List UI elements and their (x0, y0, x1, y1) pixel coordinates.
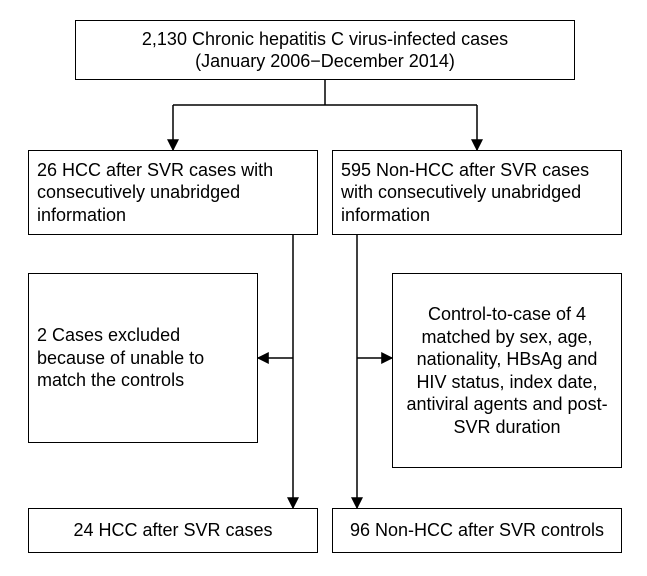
node-right2-label: Control-to-case of 4 matched by sex, age… (401, 303, 613, 438)
node-right2: Control-to-case of 4 matched by sex, age… (392, 273, 622, 468)
node-left3: 24 HCC after SVR cases (28, 508, 318, 553)
node-left1: 26 HCC after SVR cases with consecutivel… (28, 150, 318, 235)
node-left2: 2 Cases excluded because of unable to ma… (28, 273, 258, 443)
node-right1: 595 Non-HCC after SVR cases with consecu… (332, 150, 622, 235)
node-left2-label: 2 Cases excluded because of unable to ma… (37, 324, 249, 392)
node-left1-label: 26 HCC after SVR cases with consecutivel… (37, 159, 309, 227)
node-right3: 96 Non-HCC after SVR controls (332, 508, 622, 553)
node-right1-label: 595 Non-HCC after SVR cases with consecu… (341, 159, 613, 227)
node-top-label: 2,130 Chronic hepatitis C virus-infected… (142, 28, 508, 73)
node-left3-label: 24 HCC after SVR cases (73, 519, 272, 542)
flowchart-canvas: 2,130 Chronic hepatitis C virus-infected… (0, 0, 647, 576)
node-right3-label: 96 Non-HCC after SVR controls (350, 519, 604, 542)
node-top: 2,130 Chronic hepatitis C virus-infected… (75, 20, 575, 80)
